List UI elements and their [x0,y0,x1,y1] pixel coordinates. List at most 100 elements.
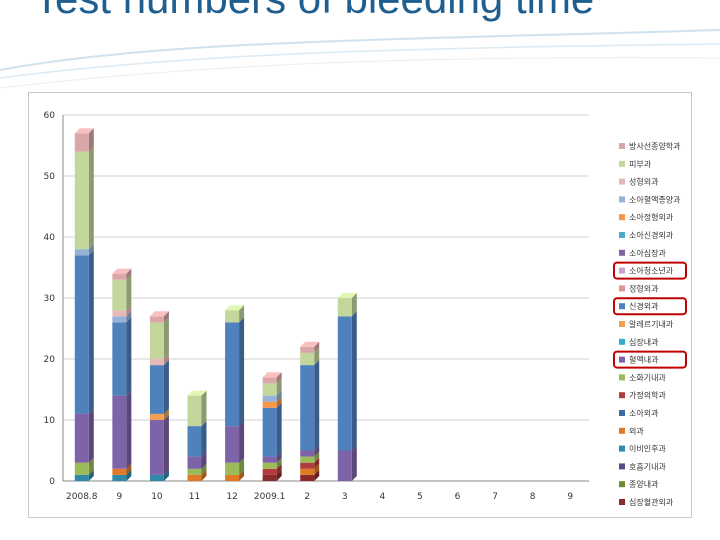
bar-segment-side [276,372,282,384]
bar-segment-side [201,421,207,457]
bar-segment [187,456,202,469]
slide-title: Test numbers of bleeding time [34,0,714,26]
bar-segment [187,395,202,427]
bar-top-face [149,311,169,317]
y-tick-label: 20 [44,355,56,365]
bar-segment [300,468,315,475]
legend-label: 소아혈액종양과 [629,194,681,204]
bar-segment [149,322,164,359]
bar-segment-side [239,421,245,463]
bar-segment [149,365,164,414]
bar-segment-side [126,469,132,481]
bar-segment [225,310,240,323]
title-swoosh-line [0,43,720,79]
bar-segment-side [163,469,169,481]
bar-segment [300,346,315,353]
bar-segment-side [314,341,320,353]
y-tick-label: 10 [44,416,56,426]
bar-segment-side [88,128,94,152]
bar-segment [149,474,164,481]
bar-segment [300,462,315,469]
legend-swatch [619,285,625,292]
bar-segment-side [239,469,245,481]
bar-segment-side [126,274,132,311]
bar-segment [300,365,315,451]
bar-segment-side [126,463,132,475]
bar-segment-side [314,469,320,481]
chart-area: 0 10 20 30 40 50 60 2008.8 9 10 11 12 2009.1 2 3 4 5 6 7 8 9… [28,92,692,518]
x-tick-label: 12 [226,492,237,502]
bar-segment [300,352,315,366]
legend-highlight-box [613,261,687,280]
legend-label: 신경외과 [629,301,659,311]
legend-swatch [619,427,625,434]
legend-swatch [619,338,625,345]
legend-label: 심장내과 [629,337,659,347]
bar-segment [300,474,315,481]
bar-segment [225,474,240,481]
x-tick-label: 9 [567,492,573,502]
legend-highlight-box [613,350,687,369]
x-tick-label: 11 [189,492,200,502]
bar-top-face [112,268,132,274]
bar-segment-side [126,317,132,396]
legend-label: 호흡기내과 [629,461,666,471]
bar-segment [262,456,277,463]
legend-swatch [619,196,625,203]
bar-segment-side [314,445,320,457]
bar-segment-side [276,463,282,475]
bar-segment [337,450,352,481]
title-swoosh-line [0,29,720,71]
legend-swatch [619,160,625,167]
bar-segment [74,255,89,414]
bar-segment-side [314,463,320,475]
x-tick-label: 6 [455,492,461,502]
bar-segment-side [163,360,169,414]
bar-segment-side [201,469,207,481]
bar-segment [262,401,277,408]
bar-top-face [225,305,245,311]
bar-segment [112,279,127,311]
bar-segment [112,468,127,475]
legend-label: 알레르기내과 [629,319,674,329]
y-tick-label: 40 [44,233,56,243]
bar-segment-side [88,469,94,481]
bar-segment-side [126,305,132,317]
legend-swatch [619,249,625,256]
x-tick-label: 8 [530,492,536,502]
bar-segment [74,462,89,475]
bar-segment [74,413,89,463]
legend-label: 가정의학과 [629,390,666,400]
bar-segment [337,316,352,451]
bar-segment-side [276,378,282,396]
bar-segment-side [126,311,132,323]
bar-segment-side [314,347,320,366]
bar-segment [300,456,315,463]
legend-swatch [619,463,625,470]
bar-segment [149,359,164,366]
bar-segment [262,395,277,402]
bar-segment-side [239,317,245,427]
x-tick-label: 2008.8 [66,492,98,502]
y-tick-label: 50 [44,172,56,182]
bar-segment [149,420,164,475]
bar-segment-side [276,402,282,457]
legend-label: 소아심장과 [629,248,666,258]
legend-swatch [619,499,625,505]
bar-top-face [300,341,320,347]
bar-segment-side [126,268,132,280]
bar-segment-side [88,408,94,463]
bar-segment [149,413,164,420]
legend-swatch [619,445,625,452]
legend-label: 피부과 [629,160,652,169]
legend-label: 소화기내과 [629,373,666,382]
bar-segment [187,468,202,475]
bar-segment [225,462,240,475]
bar-segment-side [276,390,282,402]
legend-swatch [619,392,625,399]
legend-label: 종양내과 [629,480,659,489]
legend-swatch [619,214,625,221]
bar-segment [187,426,202,457]
bar-segment [74,133,89,152]
